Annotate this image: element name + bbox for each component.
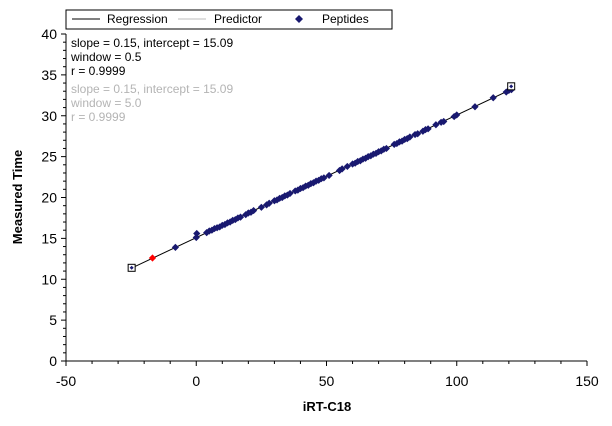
legend-regression-label: Regression: [107, 12, 168, 26]
peptide-point: [393, 139, 401, 148]
peptide-point: [356, 157, 364, 165]
peptide-point: [171, 243, 180, 251]
peptide-point: [419, 127, 427, 135]
y-tick-label: 30: [41, 108, 57, 124]
peptide-point: [193, 229, 201, 238]
y-axis-title: Measured Time: [10, 150, 25, 244]
peptide-point: [265, 199, 273, 207]
peptide-point: [424, 125, 432, 133]
y-tick-label: 40: [41, 26, 57, 42]
predictor-r-line: r = 0.9999: [71, 110, 126, 124]
x-tick-label: 0: [192, 373, 200, 389]
legend: Regression Predictor Peptides: [65, 9, 393, 30]
peptide-point: [489, 94, 497, 102]
legend-predictor-label: Predictor: [214, 12, 262, 26]
predictor-stats-line: slope = 0.15, intercept = 15.09: [71, 82, 233, 96]
peptide-point: [406, 133, 414, 141]
peptide-point: [343, 162, 351, 171]
y-tick-label: 35: [41, 67, 57, 83]
peptide-point: [262, 201, 271, 209]
peptide-point: [432, 121, 440, 129]
peptide-point: [236, 213, 245, 221]
peptide-point: [377, 147, 385, 155]
peptide-point: [382, 144, 391, 153]
regression-annotation: slope = 0.15, intercept = 15.09 window =…: [70, 36, 233, 78]
x-tick-label: 100: [445, 373, 469, 389]
y-tick-label: 20: [41, 190, 57, 206]
peptide-point: [367, 152, 375, 160]
peptide-point: [351, 159, 359, 167]
peptide-point: [335, 166, 344, 175]
y-tick-label: 5: [49, 312, 57, 328]
x-tick-label: 50: [319, 373, 335, 389]
peptide-point: [294, 186, 302, 194]
x-tick-label: 150: [575, 373, 599, 389]
peptide-point: [257, 203, 265, 211]
legend-peptides-label: Peptides: [322, 12, 369, 26]
y-tick-label: 10: [41, 271, 57, 287]
regression-window-line: window = 0.5: [70, 50, 142, 64]
standard-point-center: [509, 84, 514, 89]
peptide-point: [278, 193, 286, 202]
peptide-point: [453, 111, 461, 119]
x-tick-label: -50: [56, 373, 76, 389]
peptide-point: [450, 112, 458, 121]
peptide-point: [283, 191, 292, 199]
peptide-point: [320, 174, 328, 182]
peptide-point: [338, 165, 346, 173]
legend-peptides-marker: [295, 15, 303, 23]
regression-r-line: r = 0.9999: [71, 64, 126, 78]
x-axis-title: iRT-C18: [303, 399, 351, 414]
peptide-point: [440, 117, 448, 126]
y-tick-label: 25: [41, 149, 57, 165]
standard-point-center: [129, 265, 134, 270]
peptide-point: [286, 189, 294, 198]
axes: 0 5 10 15 20 25 30 35 40 -50 0 50 100 150: [41, 26, 598, 389]
chart-marks: [127, 82, 516, 272]
y-tick-label: 0: [49, 353, 57, 369]
peptide-point: [249, 206, 258, 215]
legend-box: [65, 9, 393, 30]
regression-stats-line: slope = 0.15, intercept = 15.09: [71, 36, 233, 50]
peptide-point: [471, 103, 479, 111]
peptide-point: [325, 171, 333, 180]
predictor-annotation: slope = 0.15, intercept = 15.09 window =…: [70, 82, 233, 124]
peptide-point: [414, 130, 422, 138]
highlighted-peptide-point: [148, 254, 157, 262]
predictor-window-line: window = 5.0: [70, 96, 142, 110]
y-tick-label: 15: [41, 230, 57, 246]
peptide-point: [309, 179, 318, 187]
